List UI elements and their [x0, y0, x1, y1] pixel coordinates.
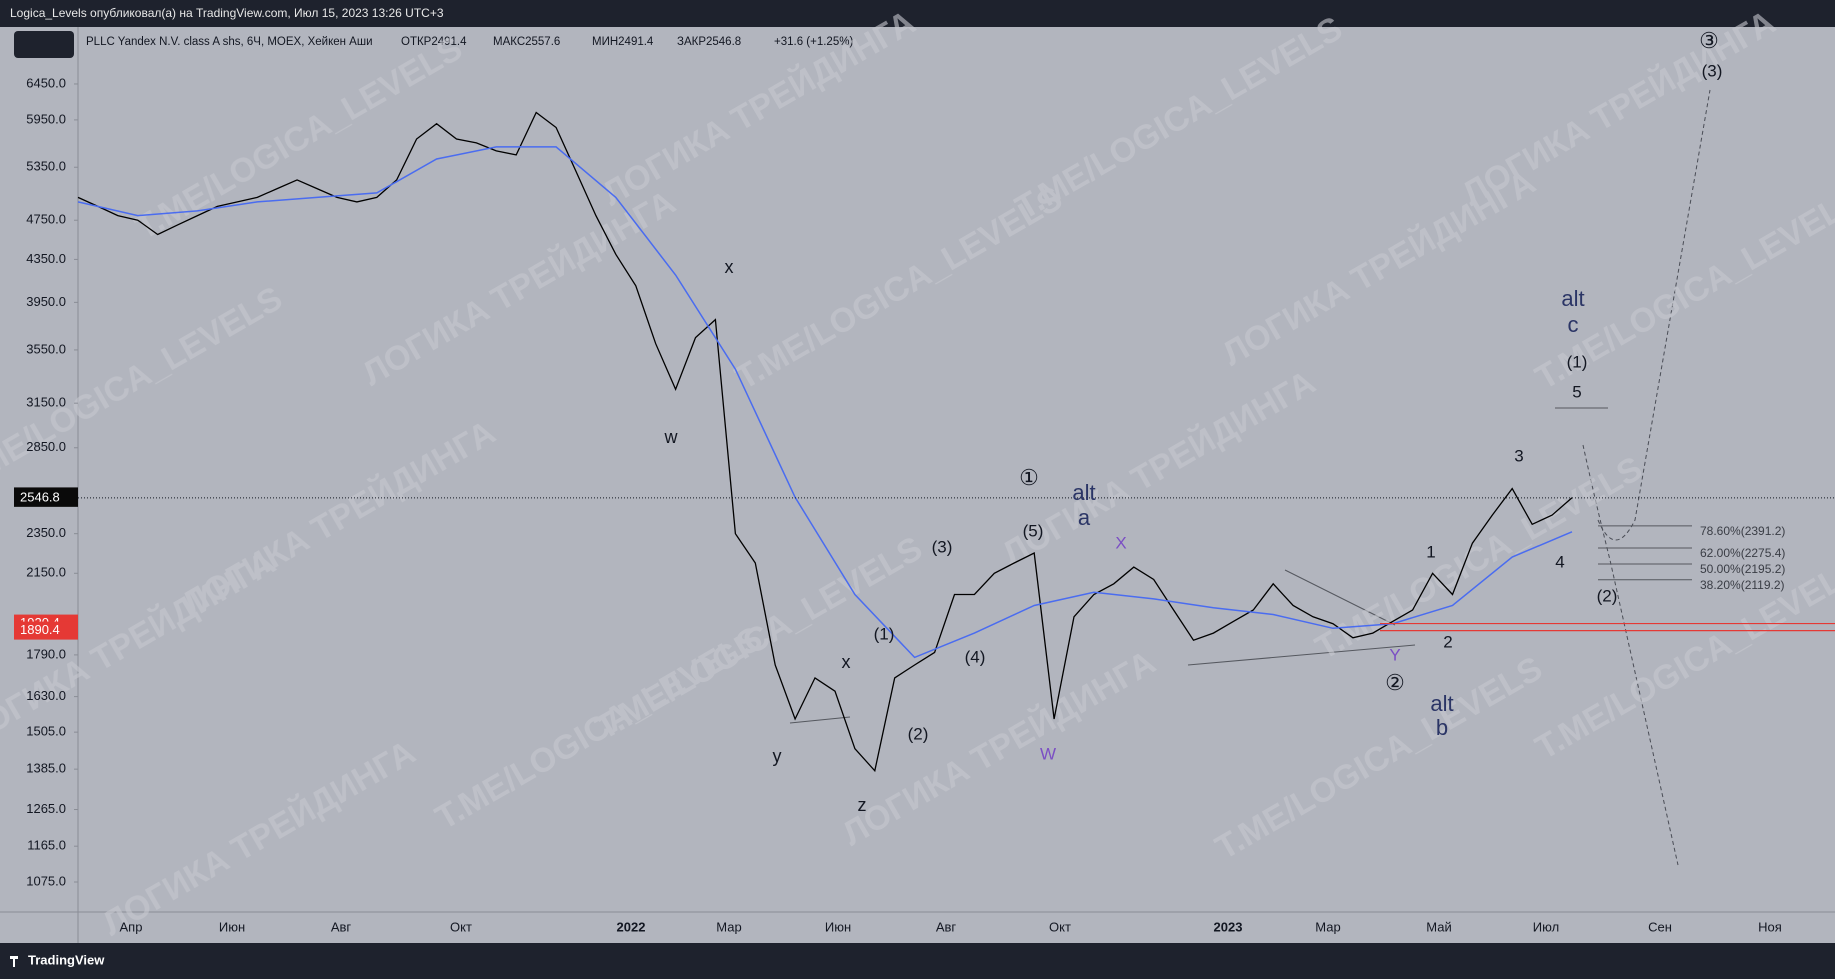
- wave-label: a: [1078, 505, 1091, 530]
- wave-label: ②: [1385, 670, 1405, 695]
- wave-label: (3): [1702, 61, 1723, 80]
- price-tag-box: [14, 621, 78, 640]
- wave-label: alt: [1561, 286, 1584, 311]
- x-tick-label: Мар: [1315, 919, 1340, 934]
- fib-label: 50.00%(2195.2): [1700, 562, 1785, 576]
- wave-label: (1): [1567, 352, 1588, 371]
- wave-label: alt: [1430, 691, 1453, 716]
- x-tick-label: Сен: [1648, 919, 1672, 934]
- legend-high: МАКС2557.6: [493, 36, 560, 48]
- x-tick-label: Май: [1426, 919, 1451, 934]
- y-tick-label: 3150.0: [26, 395, 66, 410]
- wave-label: c: [1568, 312, 1579, 337]
- price-tag-box: [14, 488, 78, 507]
- x-tick-label: Авг: [936, 919, 957, 934]
- x-tick-label: Окт: [450, 919, 472, 934]
- wave-label: w: [664, 427, 679, 447]
- wave-label: b: [1436, 715, 1448, 740]
- legend-symbol: PLLC Yandex N.V. class A shs, 6Ч, MOEX, …: [86, 36, 373, 48]
- wave-label: ③: [1699, 28, 1719, 53]
- y-tick-label: 6450.0: [26, 75, 66, 90]
- wave-label: W: [1040, 744, 1056, 763]
- trend-lines: [789, 407, 1608, 724]
- wave-label: (3): [932, 537, 953, 556]
- wave-label: alt: [1072, 480, 1095, 505]
- wave-label: (2): [908, 724, 929, 743]
- price-line: [77, 111, 1573, 773]
- wave-label: (1): [874, 624, 895, 643]
- chart-bg: [0, 27, 1835, 943]
- x-tick-label: Окт: [1049, 919, 1071, 934]
- wave-label: x: [842, 652, 851, 672]
- x-tick-label: 2022: [617, 919, 646, 934]
- y-tick-label: 2150.0: [26, 565, 66, 580]
- price-tag-label: 2546.8: [20, 489, 60, 504]
- trend-line: [1284, 569, 1396, 626]
- wave-label: (2): [1597, 586, 1618, 605]
- wave-label: 4: [1555, 552, 1564, 571]
- wave-label: x: [725, 257, 734, 277]
- x-tick-label: Апр: [120, 919, 143, 934]
- wave-label: Y: [1389, 645, 1400, 664]
- x-tick-label: Июн: [219, 919, 245, 934]
- wave-label: y: [773, 746, 782, 766]
- legend-close: ЗАКР2546.8: [677, 36, 741, 48]
- y-tick-label: 1790.0: [26, 646, 66, 661]
- brand-logo: [10, 956, 18, 967]
- y-tick-label: 5950.0: [26, 111, 66, 126]
- y-tick-label: 1505.0: [26, 724, 66, 739]
- y-tick-label: 4750.0: [26, 212, 66, 227]
- x-tick-label: Июн: [825, 919, 851, 934]
- x-tick-label: Мар: [716, 919, 741, 934]
- y-tick-label: 5350.0: [26, 159, 66, 174]
- y-tick-label: 1385.0: [26, 761, 66, 776]
- projection-down: [1582, 444, 1679, 866]
- legend-change: +31.6 (+1.25%): [774, 36, 853, 48]
- projection: [1582, 89, 1711, 866]
- projection-up: [1597, 89, 1711, 541]
- wave-label: (4): [965, 647, 986, 666]
- wave-label: 5: [1572, 382, 1581, 401]
- y-tick-label: 3550.0: [26, 341, 66, 356]
- y-tick-label: 3950.0: [26, 294, 66, 309]
- y-tick-label: 1265.0: [26, 801, 66, 816]
- x-tick-label: Июл: [1533, 919, 1559, 934]
- legend-open: ОТКР2491.4: [401, 36, 467, 48]
- wave-label: z: [858, 795, 867, 815]
- y-tick-label: 2850.0: [26, 439, 66, 454]
- fib-label: 78.60%(2391.2): [1700, 524, 1785, 538]
- symbol-logo[interactable]: [14, 31, 74, 58]
- fib-label: 38.20%(2119.2): [1700, 578, 1785, 592]
- y-tick-label: 1165.0: [27, 838, 66, 853]
- price-tag-label: 1890.4: [20, 622, 60, 637]
- y-tick-label: 1075.0: [26, 873, 66, 888]
- trend-line: [789, 716, 851, 724]
- published: Logica_Levels опубликовал(а) на TradingV…: [10, 6, 444, 20]
- fib-label: 62.00%(2275.4): [1700, 546, 1785, 560]
- y-tick-label: 2350.0: [26, 525, 66, 540]
- y-tick-label: 4350.0: [26, 251, 66, 266]
- x-tick-label: Ноя: [1758, 919, 1782, 934]
- legend: PLLC Yandex N.V. class A shs, 6Ч, MOEX, …: [86, 36, 853, 48]
- moving-average: [77, 146, 1573, 659]
- y-tick-label: 1630.0: [26, 688, 66, 703]
- x-tick-label: Авг: [331, 919, 352, 934]
- wave-label: 3: [1514, 446, 1523, 465]
- legend-low: МИН2491.4: [592, 36, 654, 48]
- wave-label: 2: [1443, 632, 1452, 651]
- wave-label: ①: [1019, 465, 1039, 490]
- x-tick-label: 2023: [1214, 919, 1243, 934]
- footer-brand[interactable]: TradingView: [28, 952, 105, 967]
- wave-label: 1: [1426, 542, 1435, 561]
- wave-label: (5): [1023, 521, 1044, 540]
- wave-label: X: [1115, 533, 1126, 552]
- trend-line: [1187, 644, 1416, 666]
